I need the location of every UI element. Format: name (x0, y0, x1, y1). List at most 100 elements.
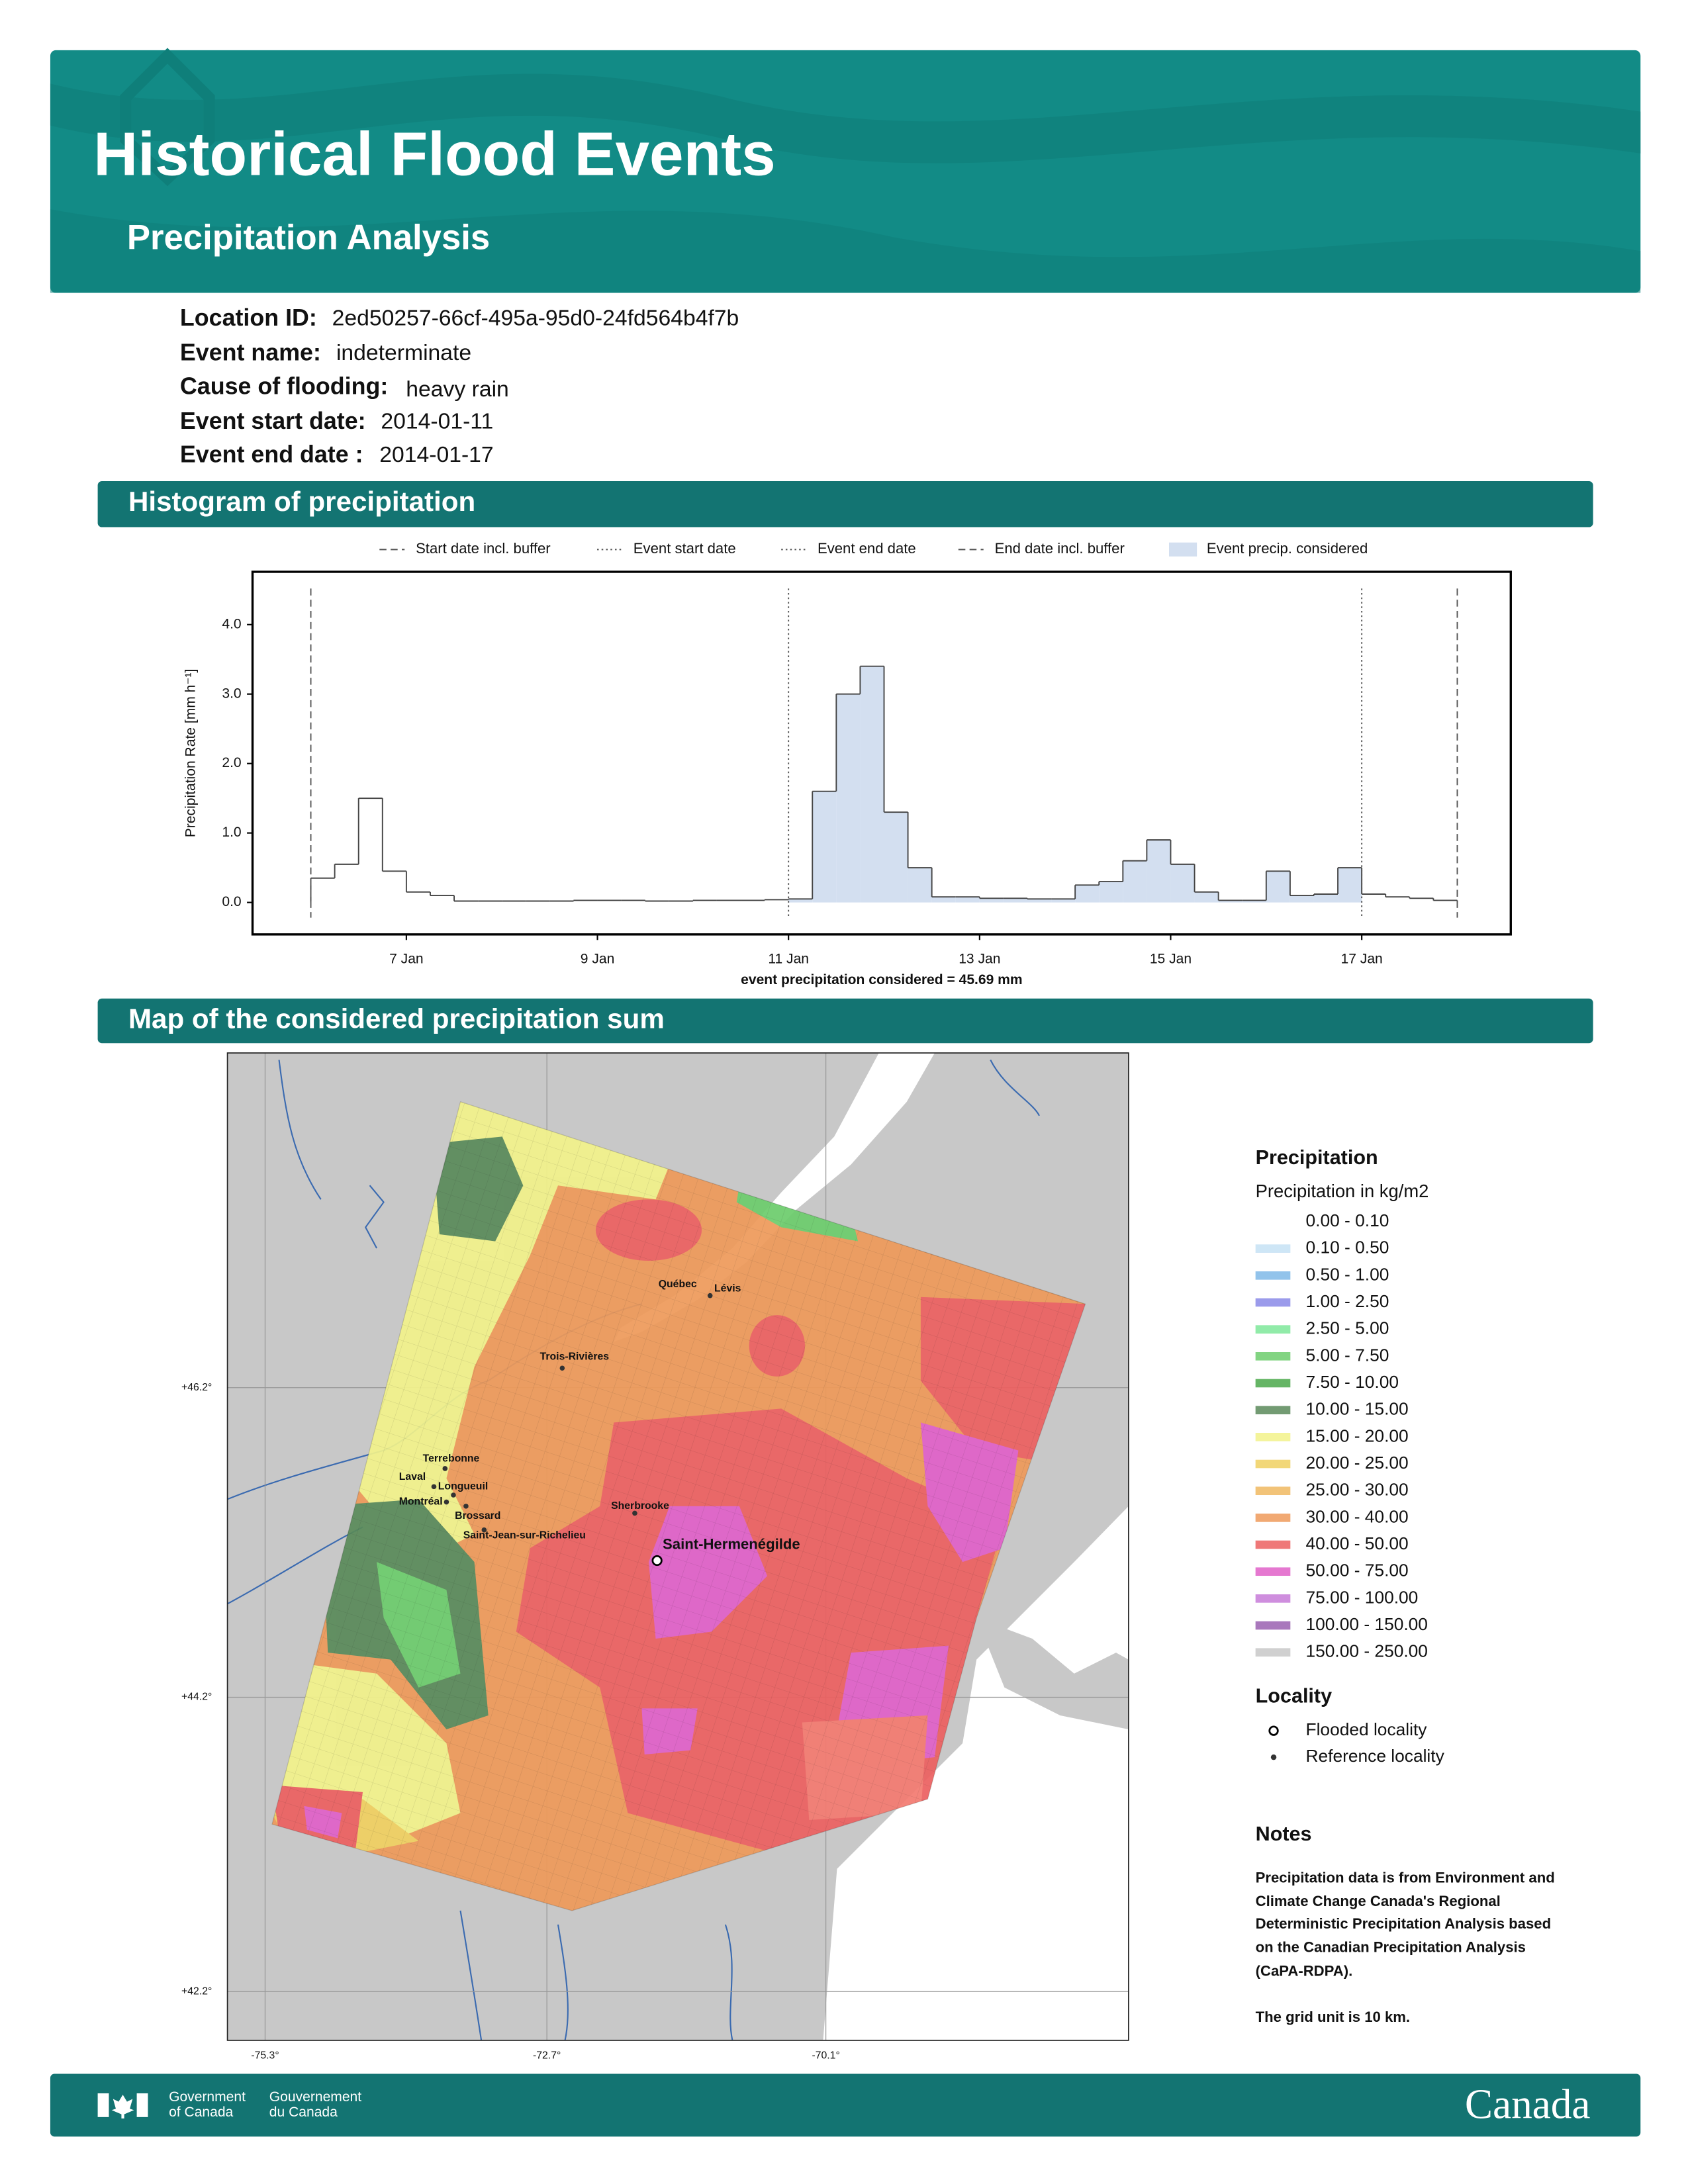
map-river (614, 1052, 935, 1342)
legend-label: 40.00 - 50.00 (1306, 1533, 1409, 1553)
legend-swatch (1255, 1459, 1291, 1469)
field-label: Event name: (180, 340, 321, 366)
legend-swatch (1255, 1567, 1291, 1576)
city-label: Québec (659, 1279, 697, 1290)
bar (1266, 871, 1290, 903)
map-ocean (823, 1506, 1129, 2040)
legend-label: 7.50 - 10.00 (1306, 1372, 1399, 1392)
lon-label: -70.1° (812, 2050, 839, 2061)
canada-wordmark: Canada (1465, 2081, 1591, 2128)
gov-fr: du Canada (269, 2105, 338, 2120)
field-value: 2014-01-17 (379, 442, 493, 467)
x-tick-label: 13 Jan (959, 951, 1000, 966)
city-label: Saint-Jean-sur-Richelieu (463, 1529, 586, 1541)
lat-label: +42.2° (181, 1985, 212, 1997)
legend-label: End date incl. buffer (995, 540, 1125, 557)
city-label: Terrebonne (423, 1453, 480, 1464)
bar (1027, 899, 1052, 903)
note-line: Climate Change Canada's Regional (1256, 1893, 1501, 1909)
note-line: (CaPA-RDPA). (1256, 1963, 1353, 1979)
legend-label: Start date incl. buffer (416, 540, 551, 557)
bar (1385, 897, 1409, 902)
map-coordinates: +46.2° +44.2° +42.2° -75.3° -72.7° -70.1… (181, 1382, 840, 2061)
y-tick-label: 0.0 (222, 894, 241, 909)
legend-label: 2.50 - 5.00 (1306, 1318, 1389, 1338)
y-tick-label: 4.0 (222, 616, 241, 631)
y-tick-label: 2.0 (222, 755, 241, 770)
page-title: Historical Flood Events (93, 120, 775, 189)
histogram-chart: 0.0 1.0 2.0 3.0 4.0 7 Jan 9 Jan 11 Jan 13 Jan 15 … (183, 540, 1512, 987)
x-tick-label: 7 Jan (389, 951, 424, 966)
bar (311, 878, 335, 903)
field-value: 2014-01-11 (381, 408, 493, 433)
legend-swatch (1255, 1244, 1291, 1253)
bar (884, 812, 908, 903)
bar (335, 864, 359, 903)
field-label: Cause of flooding: (180, 373, 388, 399)
bar (430, 895, 454, 902)
legend-swatch (1255, 1540, 1291, 1549)
bar (1242, 900, 1266, 903)
y-axis-label: Precipitation Rate [mm h⁻¹] (183, 669, 198, 838)
lat-label: +46.2° (181, 1382, 212, 1393)
header-logo (120, 48, 215, 187)
legend-swatch (1255, 1648, 1291, 1657)
flooded-label: Saint-Hermenégilde (663, 1536, 800, 1553)
legend-swatch (1255, 1271, 1291, 1280)
legend-label: Flooded locality (1306, 1719, 1428, 1739)
field-value: 2ed50257-66cf-495a-95d0-24fd564b4f7b (332, 305, 739, 330)
gov-en: of Canada (169, 2105, 233, 2120)
legend-label: Reference locality (1306, 1746, 1445, 1766)
section-bar (97, 481, 1593, 527)
plot-frame (251, 570, 1512, 936)
lat-label: +44.2° (181, 1692, 212, 1703)
legend-label: 50.00 - 75.00 (1306, 1561, 1409, 1580)
legend-label: 30.00 - 40.00 (1306, 1506, 1409, 1526)
reference-symbol (1270, 1754, 1277, 1760)
bar (1099, 882, 1123, 903)
legend-subtitle: Precipitation in kg/m2 (1256, 1181, 1429, 1201)
legend-swatch (1255, 1298, 1291, 1307)
legend-swatch (1255, 1406, 1291, 1414)
header-wave (50, 209, 1641, 293)
legend-label: 1.00 - 2.50 (1306, 1291, 1389, 1311)
legend-label: 25.00 - 30.00 (1306, 1480, 1409, 1500)
x-axis-label: event precipitation considered = 45.69 m… (741, 972, 1022, 987)
legend-swatch (1255, 1486, 1291, 1496)
footer-bar (50, 2073, 1641, 2137)
section-bar (97, 998, 1593, 1044)
footer-signature: Government of Canada Gouvernement du Can… (169, 2089, 361, 2120)
field-label: Location ID: (180, 304, 317, 331)
y-tick-label: 1.0 (222, 825, 241, 840)
legend-swatch (1255, 1379, 1291, 1388)
gov-en: Government (169, 2089, 246, 2105)
legend-swatch (1255, 1325, 1291, 1334)
note-line: Deterministic Precipitation Analysis bas… (1256, 1915, 1551, 1932)
bar (1338, 868, 1362, 903)
bar (1147, 840, 1171, 903)
x-tick-label: 11 Jan (768, 951, 809, 966)
x-tick-label: 9 Jan (581, 951, 615, 966)
legend-label: 5.00 - 7.50 (1306, 1345, 1389, 1365)
note-line: Precipitation data is from Environment a… (1256, 1869, 1555, 1886)
bar (1075, 885, 1100, 903)
bar (979, 898, 1004, 903)
map-land (976, 1617, 1129, 1730)
bar (1170, 864, 1195, 903)
bar (908, 868, 932, 903)
legend-label: 15.00 - 20.00 (1306, 1426, 1409, 1445)
map-frame (226, 1052, 1129, 2041)
legend-swatch (1255, 1621, 1291, 1630)
flooded-symbol (1268, 1725, 1279, 1736)
city-markers (431, 1293, 713, 1533)
legend-swatch (1168, 542, 1197, 557)
bar (1123, 860, 1147, 903)
map-legend: 0.00 - 0.10 0.10 - 0.50 0.50 - 1.00 1.00 - … (1255, 1210, 1428, 1661)
field-label: Event start date: (180, 408, 366, 434)
legend-swatch (1255, 1433, 1291, 1441)
header-wave (50, 73, 1641, 163)
notes-title: Notes (1256, 1823, 1312, 1845)
bar (812, 791, 837, 903)
gov-fr: Gouvernement (269, 2089, 361, 2105)
